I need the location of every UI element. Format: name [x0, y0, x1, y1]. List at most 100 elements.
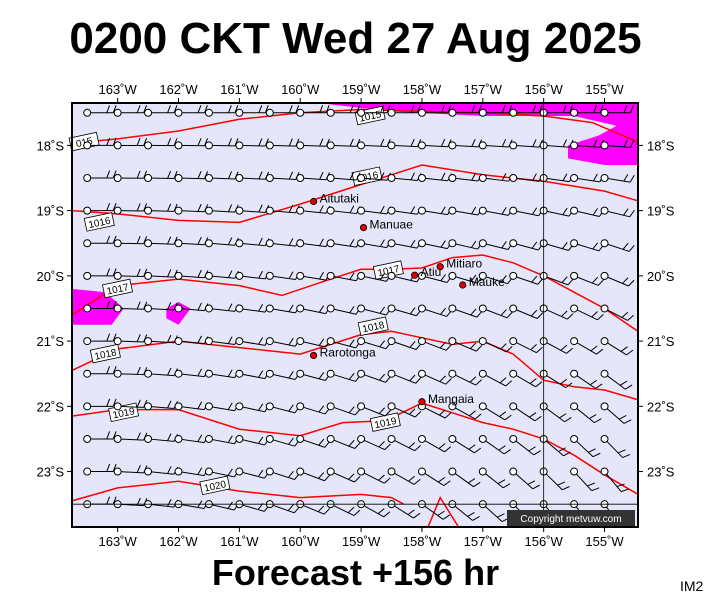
barb-station — [570, 206, 579, 215]
barb-shaft — [117, 340, 144, 343]
barb-shaft — [573, 471, 593, 492]
lat-label-left: 22˚S — [37, 399, 65, 414]
barb-feather — [623, 139, 628, 148]
wind-barb — [326, 271, 361, 282]
barb-station — [235, 141, 244, 150]
barb-shaft — [482, 373, 506, 387]
barb-station — [144, 271, 153, 280]
barb-shaft — [574, 177, 600, 183]
barb-feather — [561, 310, 568, 317]
barb-feather — [558, 447, 566, 453]
barb-feather — [567, 313, 574, 320]
barb-feather — [590, 345, 598, 352]
wind-barb — [296, 304, 331, 315]
barb-feather — [470, 308, 477, 316]
wind-barb — [144, 367, 178, 378]
barb-shaft — [573, 275, 599, 286]
barb-station — [113, 239, 122, 248]
lon-label-bottom: 155˚W — [585, 534, 624, 549]
isobar-label-box — [83, 212, 115, 232]
barb-feather — [112, 496, 117, 505]
isobar-label: 1020 — [199, 475, 231, 496]
barb-station — [265, 434, 274, 443]
barb-feather — [197, 401, 203, 410]
place-label: Manuae — [370, 218, 414, 232]
wind-barb — [600, 304, 634, 321]
wind-barb — [296, 171, 331, 183]
barb-feather — [197, 236, 202, 245]
wind-barb — [174, 171, 209, 183]
barb-station — [204, 174, 213, 183]
barb-feather — [106, 463, 111, 472]
lon-label-top: 163˚W — [98, 82, 137, 97]
barb-feather — [319, 171, 324, 180]
barb-station — [296, 108, 305, 117]
barb-station — [326, 206, 335, 215]
barb-station — [174, 141, 183, 150]
barb-shaft — [117, 307, 144, 310]
lat-label-right: 20˚S — [647, 269, 675, 284]
wind-barb — [387, 402, 422, 418]
wind-barb — [357, 402, 392, 417]
barb-shaft — [178, 242, 205, 246]
barb-station — [600, 369, 609, 378]
barb-feather — [505, 380, 513, 387]
barb-station — [448, 271, 457, 280]
barb-feather — [380, 105, 384, 113]
barb-station — [296, 141, 305, 150]
barb-shaft — [513, 340, 537, 354]
barb-feather — [565, 382, 573, 389]
barb-station — [478, 239, 487, 248]
barb-shaft — [300, 405, 326, 415]
barb-feather — [348, 473, 355, 480]
barb-shaft — [512, 471, 534, 490]
wind-barb — [326, 138, 361, 150]
barb-feather — [167, 433, 172, 441]
barb-station — [570, 369, 579, 378]
barb-feather — [106, 105, 111, 113]
barb-shaft — [543, 405, 565, 423]
barb-station — [326, 108, 335, 117]
barb-shaft — [604, 275, 629, 287]
barb-feather — [437, 510, 445, 516]
barb-shaft — [391, 503, 414, 519]
barb-shaft — [482, 144, 509, 148]
barb-feather — [136, 465, 141, 473]
barb-shaft — [269, 210, 296, 214]
barb-feather — [410, 239, 416, 248]
wind-barb — [570, 402, 602, 424]
barb-feather — [347, 506, 355, 514]
barb-feather — [197, 269, 202, 278]
place-dot — [418, 398, 426, 406]
barb-shaft — [300, 340, 326, 348]
barb-shaft — [208, 503, 235, 511]
barb-feather — [497, 513, 505, 518]
wind-barb — [417, 467, 451, 486]
barb-feather — [440, 240, 446, 248]
barb-station — [265, 304, 274, 313]
wind-barb — [265, 138, 300, 150]
barb-feather — [503, 449, 512, 455]
lon-label-top: 158˚W — [403, 82, 442, 97]
barb-feather — [596, 348, 604, 355]
barb-feather — [408, 442, 416, 449]
barb-shaft — [330, 242, 357, 248]
barb-station — [83, 467, 92, 476]
barb-shaft — [360, 471, 385, 484]
barb-feather — [408, 475, 415, 482]
lon-label-top: 157˚W — [464, 82, 503, 97]
barb-feather — [597, 314, 604, 321]
barb-shaft — [543, 373, 566, 389]
barb-feather — [136, 236, 141, 244]
barb-feather — [534, 415, 542, 422]
barb-shaft — [452, 405, 476, 420]
barb-feather — [591, 311, 598, 318]
place-label: Mauke — [469, 275, 505, 289]
barb-feather — [379, 306, 386, 314]
barb-station — [326, 467, 335, 476]
barb-station — [174, 434, 183, 443]
isobar-label: 1019 — [369, 412, 401, 432]
barb-feather — [383, 477, 391, 484]
barb-shaft — [117, 373, 144, 376]
barb-station — [509, 337, 518, 346]
